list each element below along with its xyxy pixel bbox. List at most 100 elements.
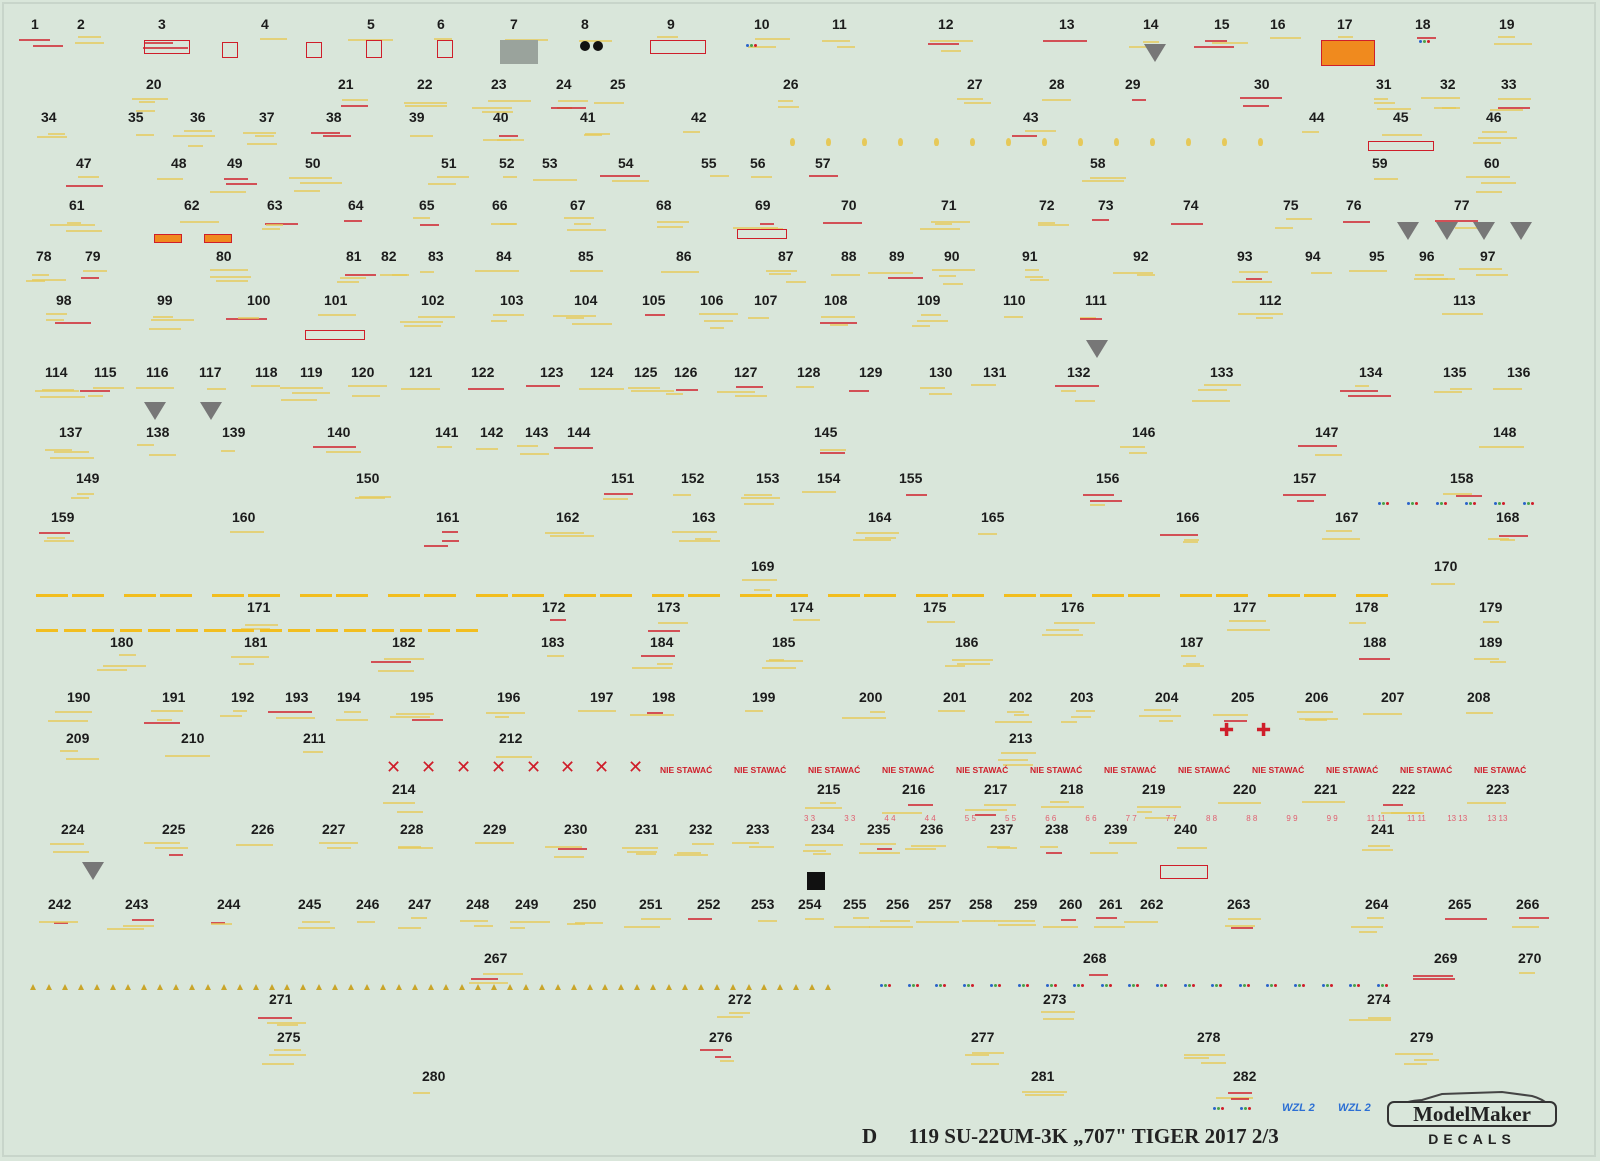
stencil-text (298, 926, 335, 929)
decal-item-number: 168 (1496, 509, 1520, 525)
stencil-text (716, 1016, 743, 1019)
decal-item-number: 127 (734, 364, 758, 380)
warning-plate (204, 234, 232, 243)
small-triangle (300, 984, 307, 990)
stencil-text (1466, 711, 1494, 714)
yellow-stripe (36, 594, 68, 597)
no-step-label: NIE STAWAĆ (882, 765, 935, 775)
decal-item-number: 72 (1039, 197, 1055, 213)
numbered-stencil: 8 8 (1206, 814, 1218, 823)
modelmaker-logo: ModelMaker DECALS (1387, 1090, 1557, 1147)
decal-item-number: 120 (351, 364, 375, 380)
stencil-text (744, 710, 763, 713)
color-dot (1100, 984, 1104, 987)
decal-item-number: 15 (1214, 16, 1230, 32)
decal-item-number: 58 (1090, 155, 1106, 171)
stencil-text (155, 847, 189, 850)
color-dot (1026, 984, 1029, 987)
stencil-text (1473, 141, 1502, 144)
stencil-text (786, 280, 807, 283)
stencil-text (1358, 657, 1390, 660)
warning-triangle (1144, 44, 1166, 62)
stencil-text (1270, 36, 1302, 39)
small-triangle (522, 984, 529, 990)
yellow-stripe (476, 594, 508, 597)
small-triangle (157, 984, 164, 990)
stencil-text (795, 386, 814, 389)
yellow-stripe (160, 594, 192, 597)
stencil-text (1013, 714, 1029, 717)
stencil-text (1435, 220, 1479, 223)
decal-item-number: 177 (1233, 599, 1257, 615)
decal-item-number: 91 (1022, 248, 1038, 264)
small-drop (1042, 138, 1047, 146)
stencil-text (143, 46, 189, 49)
stencil-text (83, 269, 108, 272)
color-dot (1325, 984, 1329, 987)
color-dot (1349, 984, 1353, 987)
numbered-stencil: 3 3 (844, 814, 856, 823)
red-x-mark: ✕ (421, 757, 437, 778)
stencil-text (1297, 444, 1337, 447)
color-dot (1376, 984, 1380, 987)
stencil-text (944, 665, 965, 668)
no-step-label: NIE STAWAĆ (734, 765, 787, 775)
decal-item-number: 235 (867, 821, 891, 837)
decal-item-number: 69 (755, 197, 771, 213)
stencil-text (710, 175, 730, 178)
stencil-text (1176, 846, 1207, 849)
stencil-text (237, 317, 259, 320)
decal-item-number: 264 (1365, 896, 1389, 912)
stencil-text (54, 322, 91, 325)
numbered-stencil: 8 8 (1246, 814, 1258, 823)
stencil-text (404, 325, 442, 328)
stencil-text (819, 801, 836, 804)
decal-item-number: 104 (574, 292, 598, 308)
stencil-text (1416, 36, 1436, 39)
stencil-text (135, 387, 174, 390)
stencil-text (1074, 399, 1095, 402)
stencil-text (32, 273, 49, 276)
stencil-text (1143, 709, 1171, 712)
numbered-stencil: 9 9 (1326, 814, 1338, 823)
stencil-text (563, 217, 594, 220)
decal-item-number: 202 (1009, 689, 1033, 705)
color-dot (1053, 984, 1057, 987)
decal-item-number: 192 (231, 689, 255, 705)
color-dot (1022, 984, 1025, 987)
stencil-text (345, 273, 377, 276)
decal-item-number: 112 (1259, 292, 1282, 308)
small-triangle (761, 984, 768, 990)
stencil-text (1040, 1011, 1075, 1014)
decal-item-number: 113 (1453, 292, 1476, 308)
no-step-label: NIE STAWAĆ (1030, 765, 1083, 775)
decal-item-number: 103 (500, 292, 524, 308)
decal-item-number: 66 (492, 197, 508, 213)
stencil-text (1421, 97, 1461, 100)
color-dot (1108, 984, 1112, 987)
stencil-text (209, 268, 248, 271)
decal-item-number: 190 (67, 689, 91, 705)
color-dot (1191, 984, 1195, 987)
decal-item-number: 117 (199, 364, 222, 380)
decal-item-number: 78 (36, 248, 52, 264)
stencil-text (67, 221, 82, 224)
stencil-text (46, 536, 65, 539)
stencil-text (741, 579, 777, 582)
stencil-text (658, 622, 689, 625)
decal-item-number: 125 (634, 364, 658, 380)
decal-item-number: 230 (564, 821, 588, 837)
numbered-stencil: 6 6 (1085, 814, 1097, 823)
color-dot (1378, 502, 1381, 505)
stencil-text (819, 321, 857, 324)
decal-item-number: 173 (657, 599, 681, 615)
stencil-text (1090, 851, 1119, 854)
stencil-text (38, 921, 78, 923)
decal-item-number: 44 (1309, 109, 1325, 125)
stencil-text (956, 663, 990, 666)
color-dot (1353, 984, 1357, 987)
decal-item-number: 161 (436, 509, 460, 525)
decal-item-number: 9 (667, 16, 675, 32)
decal-item-number: 159 (51, 509, 75, 525)
stencil-text (400, 321, 444, 324)
